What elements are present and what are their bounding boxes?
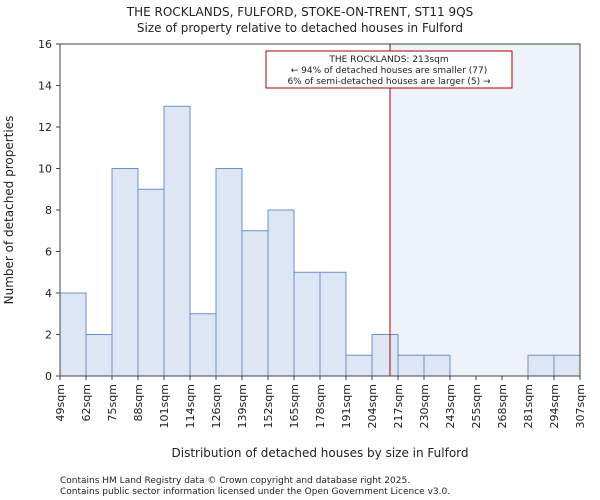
footer-line-1: Contains HM Land Registry data © Crown c… bbox=[60, 476, 410, 486]
bar-88sqm bbox=[137, 188, 165, 377]
bar-178sqm bbox=[319, 271, 347, 377]
x-tick-label: 152sqm bbox=[262, 384, 275, 428]
bar-152sqm bbox=[267, 209, 295, 377]
bar-204sqm bbox=[371, 334, 399, 377]
bar-139sqm bbox=[241, 230, 269, 377]
x-tick-label: 268sqm bbox=[496, 384, 509, 428]
x-tick-label: 75sqm bbox=[106, 384, 119, 421]
bar-281sqm bbox=[527, 354, 555, 377]
bar-126sqm bbox=[215, 168, 243, 377]
x-tick-label: 88sqm bbox=[132, 384, 145, 421]
x-tick-label: 101sqm bbox=[158, 384, 171, 428]
y-tick-label: 12 bbox=[38, 121, 52, 134]
x-tick-label: 126sqm bbox=[210, 384, 223, 428]
bar-165sqm bbox=[293, 271, 321, 377]
x-tick-label: 243sqm bbox=[444, 384, 457, 428]
bar-191sqm bbox=[345, 354, 373, 377]
highlight-region bbox=[390, 44, 580, 376]
footer-line-2: Contains public sector information licen… bbox=[60, 487, 450, 497]
y-axis-label: Number of detached properties bbox=[2, 116, 16, 305]
x-tick-label: 217sqm bbox=[392, 384, 405, 428]
x-tick-label: 165sqm bbox=[288, 384, 301, 428]
bar-114sqm bbox=[189, 313, 217, 377]
chart-subtitle: Size of property relative to detached ho… bbox=[137, 21, 463, 35]
x-tick-label: 204sqm bbox=[366, 384, 379, 428]
x-tick-label: 307sqm bbox=[574, 384, 587, 428]
bar-294sqm bbox=[553, 354, 581, 377]
bar-62sqm bbox=[85, 334, 113, 377]
annotation-line-2: ← 94% of detached houses are smaller (77… bbox=[291, 66, 488, 76]
bar-230sqm bbox=[423, 354, 451, 377]
bar-75sqm bbox=[111, 168, 139, 377]
x-tick-label: 255sqm bbox=[470, 384, 483, 428]
y-tick-label: 14 bbox=[38, 80, 52, 93]
x-tick-label: 230sqm bbox=[418, 384, 431, 428]
x-tick-label: 178sqm bbox=[314, 384, 327, 428]
bar-49sqm bbox=[59, 292, 87, 377]
x-tick-label: 139sqm bbox=[236, 384, 249, 428]
y-tick-label: 8 bbox=[45, 204, 52, 217]
y-tick-label: 10 bbox=[38, 163, 52, 176]
x-tick-label: 281sqm bbox=[522, 384, 535, 428]
chart-title: THE ROCKLANDS, FULFORD, STOKE-ON-TRENT, … bbox=[126, 5, 473, 19]
y-tick-label: 0 bbox=[45, 370, 52, 383]
x-tick-label: 49sqm bbox=[54, 384, 67, 421]
x-axis-label: Distribution of detached houses by size … bbox=[172, 446, 469, 460]
x-tick-label: 294sqm bbox=[548, 384, 561, 428]
x-tick-label: 191sqm bbox=[340, 384, 353, 428]
annotation-line-1: THE ROCKLANDS: 213sqm bbox=[328, 55, 448, 65]
annotation-line-3: 6% of semi-detached houses are larger (5… bbox=[287, 77, 491, 87]
y-tick-label: 6 bbox=[45, 246, 52, 259]
annotation-box: THE ROCKLANDS: 213sqm ← 94% of detached … bbox=[265, 50, 513, 89]
bar-101sqm bbox=[163, 105, 191, 377]
x-tick-label: 62sqm bbox=[80, 384, 93, 421]
y-tick-label: 2 bbox=[45, 329, 52, 342]
y-tick-label: 16 bbox=[38, 38, 52, 51]
x-tick-label: 114sqm bbox=[184, 384, 197, 428]
bar-217sqm bbox=[397, 354, 425, 377]
y-tick-label: 4 bbox=[45, 287, 52, 300]
